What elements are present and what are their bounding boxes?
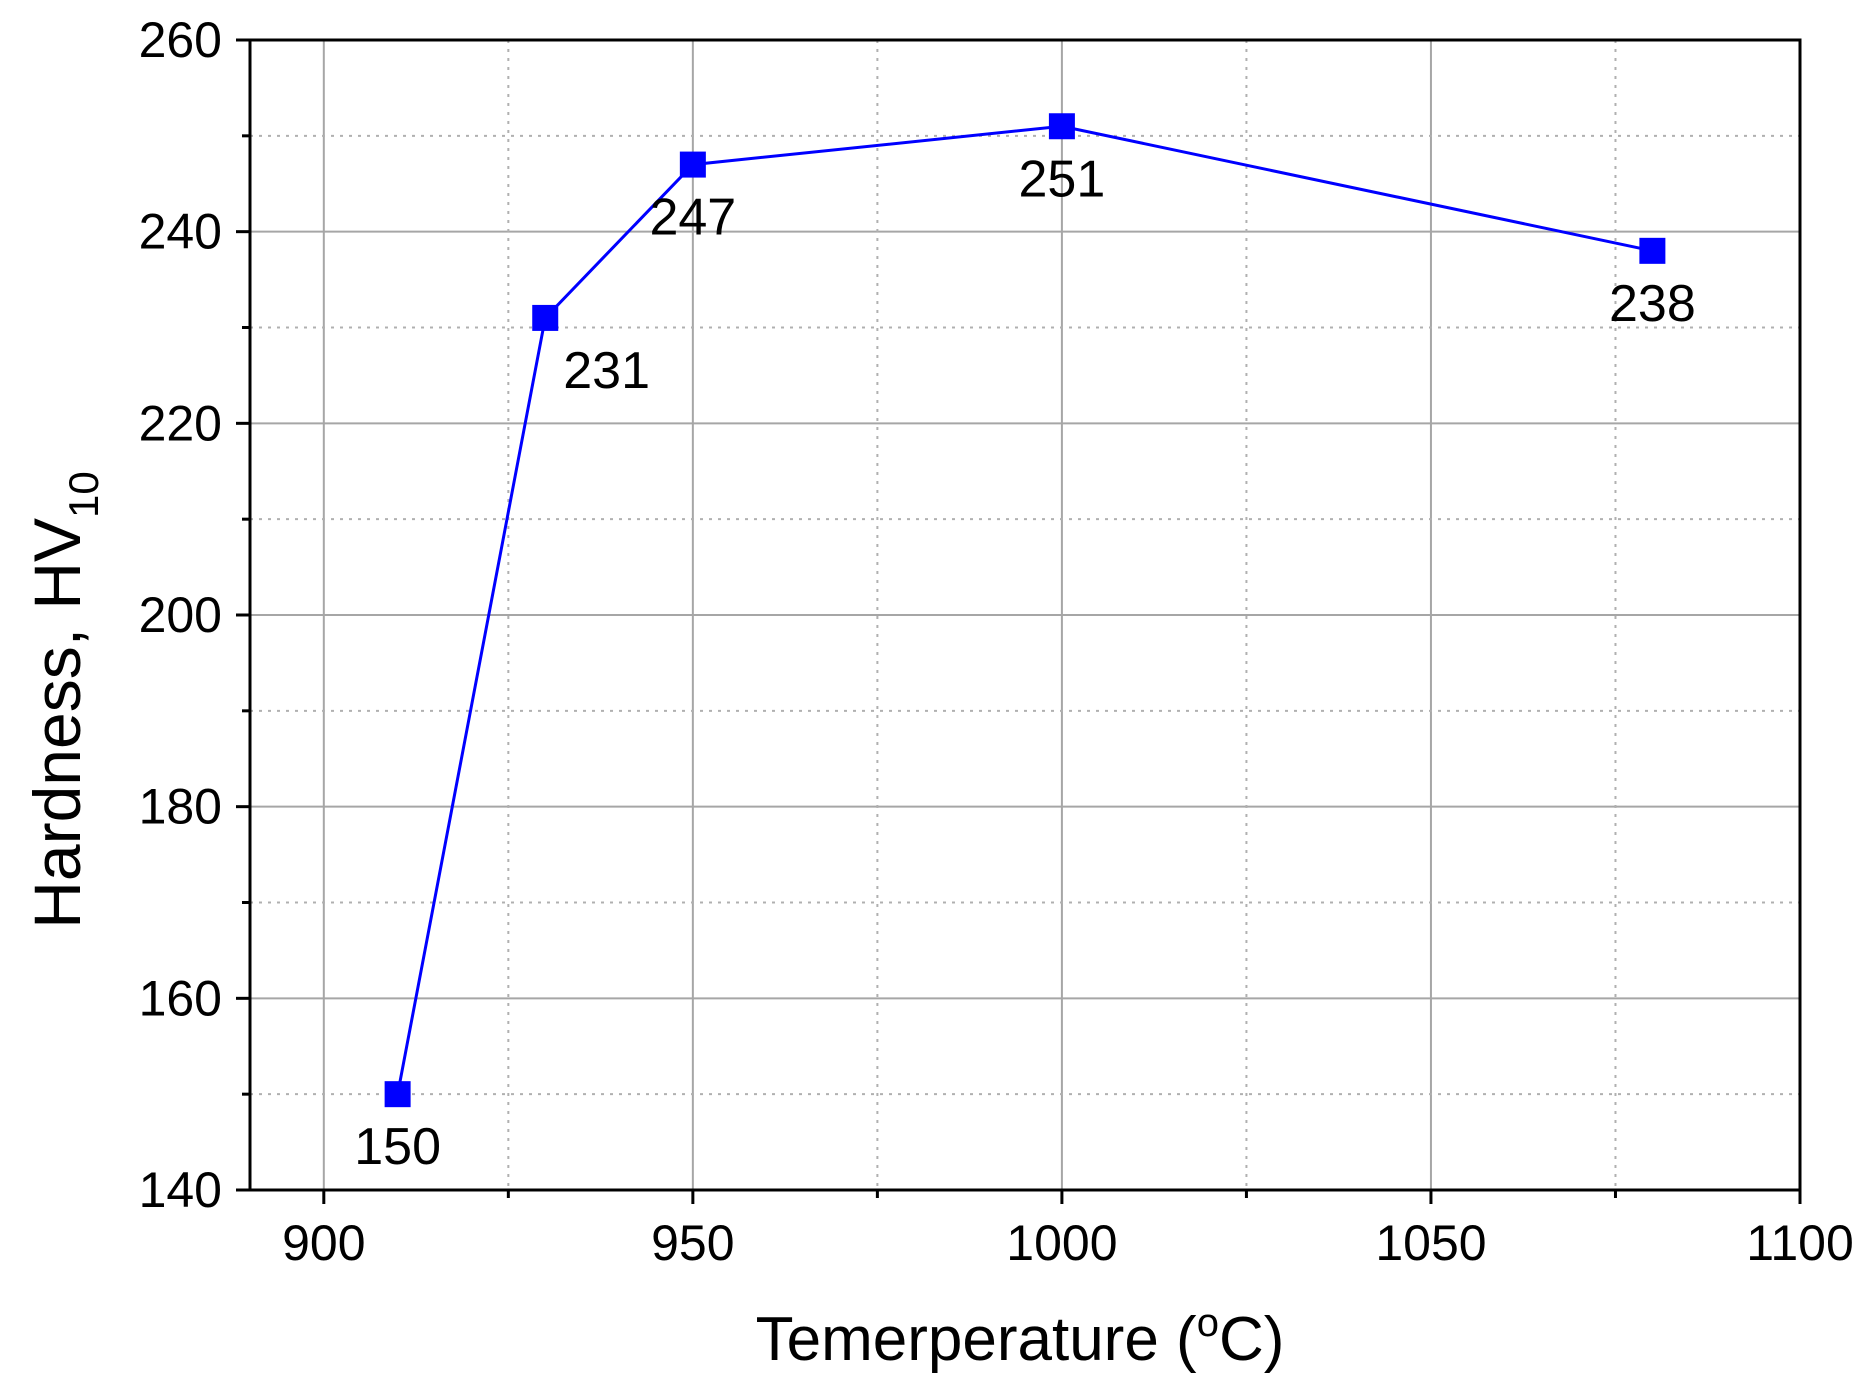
y-tick-label: 240 xyxy=(139,204,222,260)
x-tick-label: 950 xyxy=(651,1215,734,1271)
y-axis-title: Hardness, HV10 xyxy=(20,471,107,929)
series xyxy=(384,113,1666,1108)
data-point-marker xyxy=(532,304,559,331)
data-label: 251 xyxy=(1019,150,1106,208)
x-tick-label: 1000 xyxy=(1006,1215,1117,1271)
data-point-marker xyxy=(384,1081,411,1108)
series-line xyxy=(396,124,1653,1095)
data-label: 238 xyxy=(1609,275,1696,333)
data-labels: 150 231 247 251 238 xyxy=(354,150,1696,1176)
data-label: 247 xyxy=(649,189,736,247)
tick-labels: 900 950 1000 1050 1100 140 160 180 200 220 240 260 xyxy=(139,12,1854,1271)
y-tick-label: 160 xyxy=(139,970,222,1026)
x-axis-title: Temerperature (oC) xyxy=(756,1301,1285,1374)
grid xyxy=(250,40,1800,1190)
x-tick-label: 1100 xyxy=(1746,1215,1854,1271)
y-tick-label: 260 xyxy=(139,12,222,68)
data-point-marker xyxy=(1639,237,1666,264)
data-label: 150 xyxy=(354,1118,441,1176)
data-point-marker xyxy=(1048,113,1075,140)
data-point-marker xyxy=(679,151,706,178)
x-tick-label: 900 xyxy=(282,1215,365,1271)
y-tick-label: 180 xyxy=(139,779,222,835)
y-tick-label: 140 xyxy=(139,1162,222,1218)
data-label: 231 xyxy=(563,342,650,400)
y-tick-label: 220 xyxy=(139,395,222,451)
y-tick-label: 200 xyxy=(139,587,222,643)
x-tick-label: 1050 xyxy=(1375,1215,1486,1271)
axes xyxy=(236,38,1802,1204)
